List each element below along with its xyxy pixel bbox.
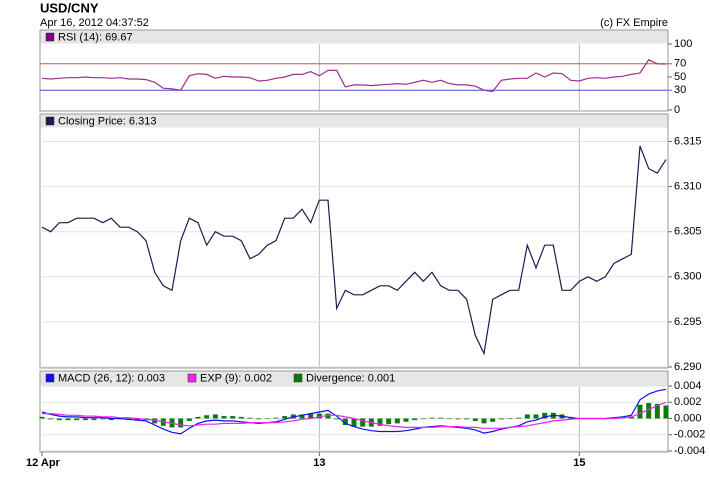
- bar: [637, 404, 643, 419]
- line: [41, 388, 667, 435]
- bar: [325, 413, 331, 419]
- bar: [429, 417, 435, 419]
- bar: [663, 405, 669, 419]
- legend-label: Divergence: 0.001: [306, 372, 395, 384]
- legend-label: Closing Price: 6.313: [58, 115, 156, 127]
- panel: [39, 113, 669, 369]
- y-tick-label: -0.002: [674, 429, 705, 441]
- bar: [134, 418, 140, 421]
- bar: [39, 416, 45, 419]
- bar: [221, 416, 227, 419]
- y-tick-label: 6.290: [674, 361, 702, 373]
- bar: [446, 418, 452, 420]
- bar: [481, 418, 487, 424]
- bar: [420, 418, 426, 420]
- bar: [100, 418, 106, 420]
- bar: [299, 414, 305, 419]
- y-tick-label: -0.004: [674, 445, 705, 457]
- y-tick-label: 0.000: [674, 412, 702, 424]
- y-tick-label: 70: [674, 58, 686, 70]
- bar: [91, 418, 97, 421]
- bar: [256, 418, 262, 420]
- y-tick-label: 6.300: [674, 271, 702, 283]
- bar: [533, 414, 539, 419]
- bar: [204, 415, 210, 419]
- bar: [247, 417, 253, 419]
- x-tick-label: 15: [573, 457, 585, 469]
- y-tick-label: 6.295: [674, 316, 702, 328]
- legend-swatch: [293, 373, 303, 383]
- y-tick-label: 0: [674, 104, 680, 116]
- y-tick-label: 0.002: [674, 396, 702, 408]
- bar: [360, 418, 366, 427]
- y-tick-label: 50: [674, 71, 686, 83]
- bar: [178, 418, 184, 428]
- bar: [342, 418, 348, 425]
- y-tick-label: 0.004: [674, 380, 702, 392]
- panel-header: [40, 30, 668, 44]
- line: [41, 145, 667, 356]
- x-tick-label: 13: [313, 457, 325, 469]
- bar: [212, 414, 218, 419]
- legend-label: MACD (26, 12): 0.003: [58, 372, 165, 384]
- timestamp: Apr 16, 2012 04:37:52: [40, 17, 149, 29]
- x-tick-label: 12 Apr: [26, 457, 61, 469]
- y-tick-label: 6.305: [674, 226, 702, 238]
- bar: [472, 418, 478, 421]
- bar: [490, 418, 496, 422]
- panel-header: [40, 114, 668, 128]
- y-tick-label: 6.315: [674, 135, 702, 147]
- bar: [542, 412, 548, 419]
- bar: [438, 417, 444, 419]
- legend-swatch: [45, 32, 55, 42]
- y-tick-label: 100: [674, 38, 692, 50]
- bar: [628, 416, 634, 419]
- bar: [186, 418, 192, 421]
- bar: [82, 418, 88, 421]
- bar: [498, 418, 504, 420]
- bar: [403, 418, 409, 422]
- legend-swatch: [45, 116, 55, 126]
- bar: [48, 418, 54, 420]
- bar: [386, 418, 392, 425]
- bar: [334, 418, 340, 420]
- bar: [394, 418, 400, 424]
- bar: [74, 418, 80, 421]
- bar: [412, 418, 418, 421]
- bar: [524, 414, 530, 419]
- bar: [646, 403, 652, 419]
- bar: [377, 418, 383, 426]
- bar: [152, 418, 158, 424]
- bar: [273, 417, 279, 419]
- bar: [264, 418, 270, 420]
- legend-label: EXP (9): 0.002: [200, 372, 272, 384]
- line: [42, 401, 667, 429]
- bar: [464, 418, 470, 420]
- bar: [351, 418, 357, 427]
- bar: [195, 416, 201, 419]
- bar: [455, 418, 461, 420]
- bar: [108, 418, 114, 421]
- bar: [56, 418, 62, 421]
- bar: [230, 416, 236, 419]
- y-tick-label: 30: [674, 84, 686, 96]
- bar: [238, 416, 244, 419]
- credit: (c) FX Empire: [600, 17, 668, 29]
- chart-title: USD/CNY: [40, 0, 99, 15]
- panel-header: [40, 371, 668, 386]
- bar: [316, 413, 322, 419]
- bar: [507, 418, 513, 420]
- y-tick-label: 6.310: [674, 181, 702, 193]
- legend-label: RSI (14): 69.67: [58, 31, 133, 43]
- legend-swatch: [187, 373, 197, 383]
- bar: [282, 416, 288, 419]
- bar: [654, 403, 660, 419]
- bar: [516, 417, 522, 419]
- line: [41, 59, 667, 93]
- bar: [308, 413, 314, 419]
- legend-swatch: [45, 373, 55, 383]
- bar: [65, 418, 71, 421]
